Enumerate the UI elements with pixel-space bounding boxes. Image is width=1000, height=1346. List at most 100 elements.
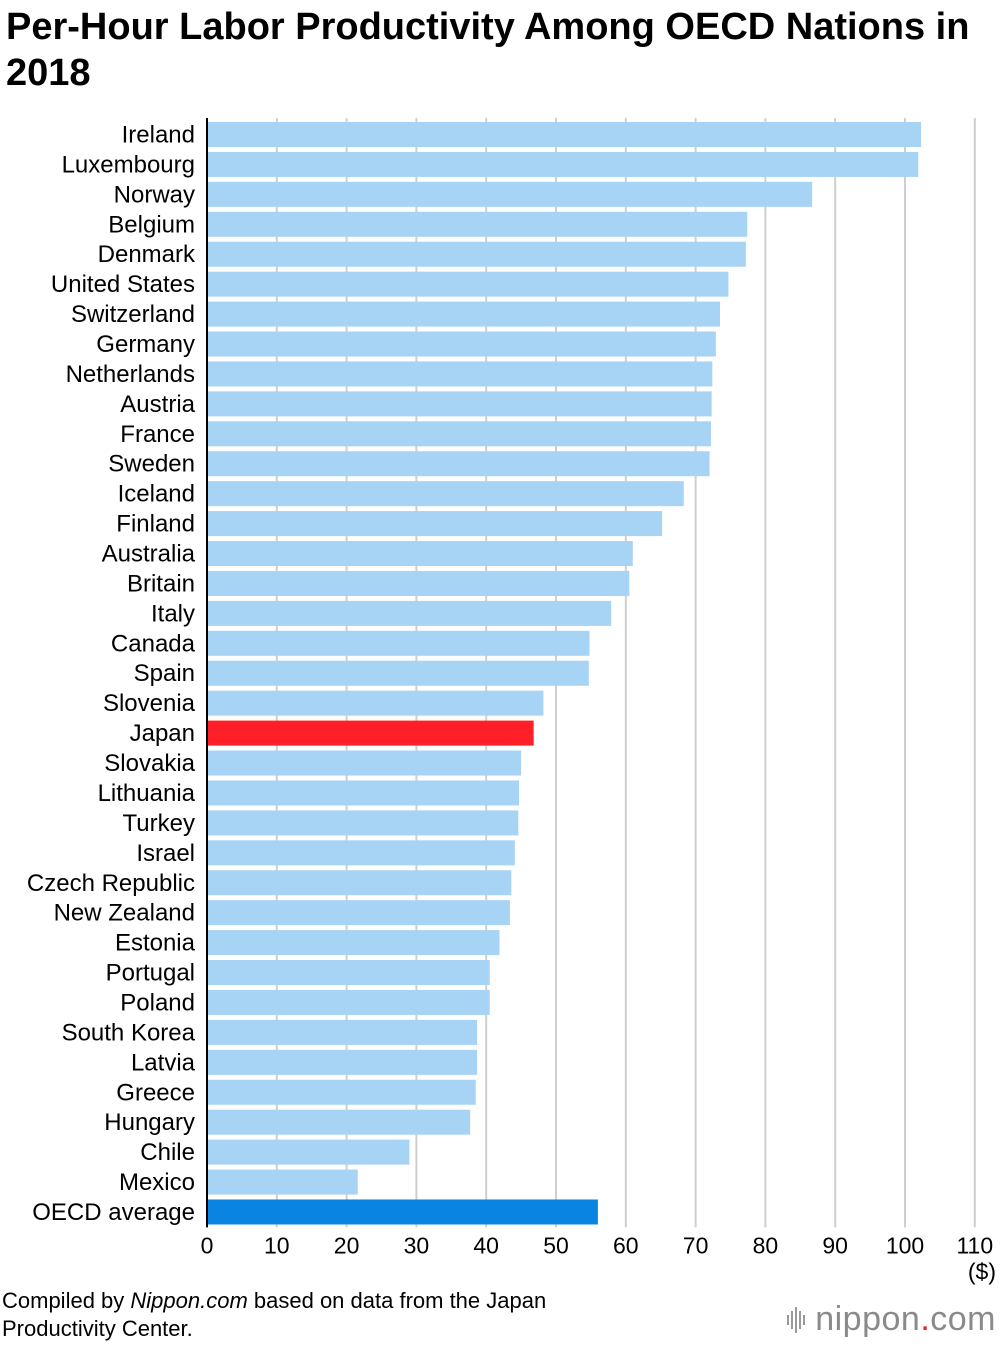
x-tick-label-10: 10 [264,1232,290,1258]
bar-greece [207,1079,476,1105]
logo-bars-icon [787,1306,807,1333]
bar-united-states [207,271,729,297]
category-label-latvia: Latvia [131,1049,196,1076]
bar-czech-republic [207,870,512,896]
bar-luxembourg [207,151,919,177]
bar-britain [207,570,630,596]
bar-belgium [207,211,748,237]
x-tick-label-90: 90 [822,1232,848,1258]
category-label-south-korea: South Korea [62,1019,196,1046]
logo-tld: com [930,1300,996,1338]
bar-oecd-average [207,1199,598,1225]
category-label-finland: Finland [116,511,195,538]
bar-south-korea [207,1019,478,1045]
category-label-netherlands: Netherlands [66,361,195,388]
category-label-oecd-average: OECD average [32,1199,195,1226]
category-label-japan: Japan [130,720,195,747]
bar-poland [207,989,490,1015]
x-axis-unit-label: ($) [968,1258,996,1284]
x-tick-label-20: 20 [334,1232,360,1258]
bar-australia [207,541,633,567]
category-label-chile: Chile [140,1139,195,1166]
category-label-poland: Poland [120,989,195,1016]
bar-japan [207,720,534,746]
category-label-sweden: Sweden [108,451,195,478]
x-tick-label-60: 60 [613,1232,639,1258]
bar-turkey [207,810,519,836]
bar-germany [207,331,716,357]
category-label-norway: Norway [114,181,195,208]
category-label-lithuania: Lithuania [98,780,196,807]
source-note: Compiled by Nippon.com based on data fro… [2,1287,642,1343]
category-label-britain: Britain [127,570,195,597]
category-label-ireland: Ireland [122,122,195,149]
category-label-israel: Israel [136,840,195,867]
bar-mexico [207,1169,358,1195]
bar-france [207,421,711,447]
category-label-czech-republic: Czech Republic [27,870,195,897]
bar-estonia [207,930,500,956]
x-tick-label-0: 0 [201,1232,214,1258]
category-label-austria: Austria [120,391,195,418]
category-label-luxembourg: Luxembourg [62,151,195,178]
bar-switzerland [207,301,721,327]
source-prefix: Compiled by [2,1288,131,1313]
category-label-denmark: Denmark [98,241,196,268]
x-tick-label-80: 80 [753,1232,779,1258]
category-label-australia: Australia [102,541,196,568]
bar-spain [207,660,589,686]
bar-ireland [207,122,922,147]
bar-denmark [207,241,746,267]
bar-canada [207,630,590,656]
bar-israel [207,840,515,866]
bar-sweden [207,451,710,477]
logo-dot: . [920,1300,931,1338]
x-tick-label-50: 50 [543,1232,569,1258]
nippon-logo: nippon. com [787,1300,996,1339]
category-label-greece: Greece [116,1079,195,1106]
x-tick-label-100: 100 [886,1232,924,1258]
category-label-iceland: Iceland [118,481,195,508]
chart-title: Per-Hour Labor Productivity Among OECD N… [6,6,970,94]
category-label-italy: Italy [151,600,195,627]
source-suffix: based on data from the Japan Productivit… [2,1288,547,1341]
bars [207,122,922,1225]
bar-norway [207,181,813,207]
bar-hungary [207,1109,471,1135]
bar-slovakia [207,750,522,776]
category-label-portugal: Portugal [106,960,195,987]
bar-italy [207,600,612,626]
x-tick-label-40: 40 [473,1232,499,1258]
bar-new-zealand [207,900,510,926]
category-label-canada: Canada [111,630,196,657]
category-label-slovenia: Slovenia [103,690,196,717]
category-label-hungary: Hungary [104,1109,195,1136]
category-label-estonia: Estonia [115,930,196,957]
x-tick-label-70: 70 [683,1232,709,1258]
category-label-turkey: Turkey [123,810,195,837]
bar-austria [207,391,712,417]
category-label-united-states: United States [51,271,195,298]
bar-netherlands [207,361,713,387]
bar-portugal [207,960,490,986]
x-tick-label-110: 110 [956,1232,993,1258]
category-label-switzerland: Switzerland [71,301,195,328]
bar-iceland [207,481,684,507]
category-label-belgium: Belgium [108,211,195,238]
bar-finland [207,511,663,537]
logo-name: nippon [815,1300,921,1338]
category-label-france: France [120,421,195,448]
category-label-spain: Spain [134,660,195,687]
bar-latvia [207,1049,478,1075]
bar-lithuania [207,780,520,806]
category-label-slovakia: Slovakia [104,750,195,777]
category-label-germany: Germany [96,331,195,358]
bar-chile [207,1139,410,1165]
x-axis-ticks: 0 10 20 30 40 50 60 70 80 90 100 110 [201,1232,994,1258]
category-label-new-zealand: New Zealand [54,900,195,927]
source-name: Nippon.com [130,1288,248,1313]
bar-slovenia [207,690,544,716]
category-label-mexico: Mexico [119,1169,195,1196]
